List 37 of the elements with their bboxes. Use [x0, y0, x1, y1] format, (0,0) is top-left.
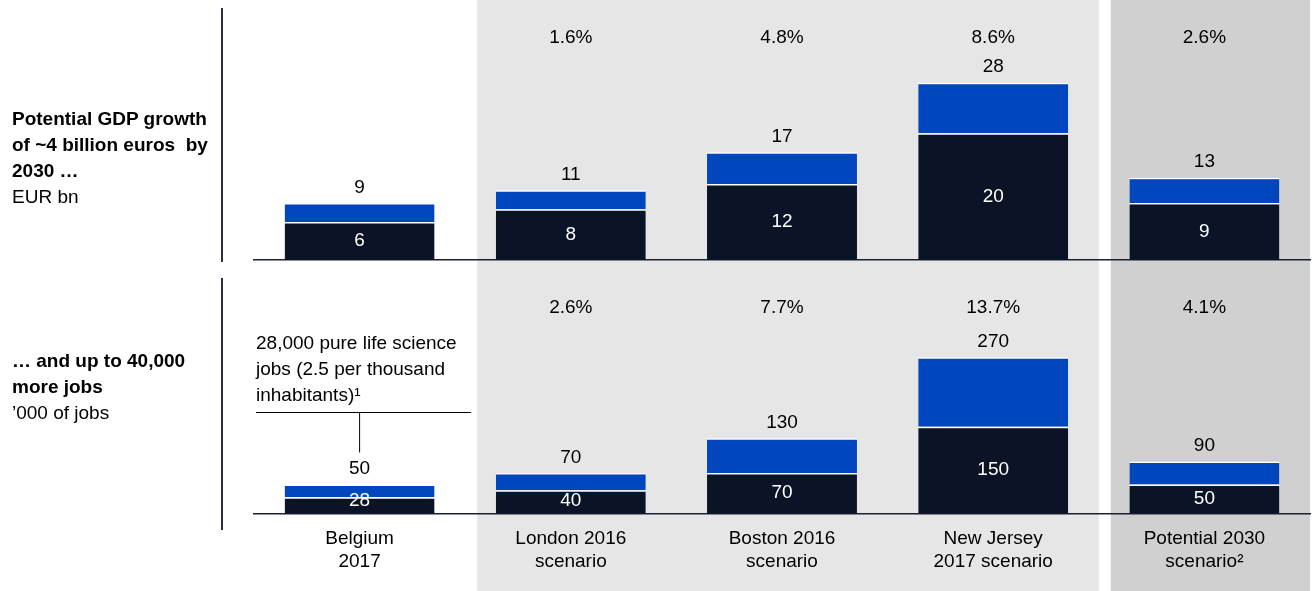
text: 8.6% [971, 26, 1015, 48]
total-label: 70 [560, 445, 582, 467]
total-label: 11 [560, 163, 581, 185]
data-label: 40 [560, 488, 582, 510]
x-tick-label: Boston 2016 scenario [728, 527, 836, 571]
total-label: 50 [349, 457, 371, 479]
data-label: 6 [354, 229, 365, 251]
x-tick-label: New Jersey 2017 scenario [933, 527, 1053, 571]
total-label: 270 [977, 330, 1010, 352]
data-label: 70 [771, 481, 793, 503]
data-label: 150 [977, 458, 1010, 480]
total-label: 130 [766, 410, 798, 432]
y-axis-title: EUR bn [12, 185, 80, 209]
text: 7.7% [760, 296, 804, 318]
text: 13.7% [966, 296, 1021, 318]
data-label: 9 [1199, 219, 1210, 241]
text: 4.1% [1182, 296, 1227, 318]
data-label: 12 [771, 210, 793, 232]
text: Potential GDP growth of ~4 billion euros by 2030 … [12, 107, 209, 183]
x-tick-label: Belgium 2017 [325, 527, 394, 571]
data-label: 50 [1193, 487, 1215, 509]
x-tick-label: London 2016 scenario [515, 527, 627, 571]
text: … and up to 40,000 more jobs [12, 349, 187, 399]
total-label: 13 [1193, 150, 1215, 172]
x-tick-label: Potential 2030 scenario² [1143, 527, 1266, 571]
data-label: 8 [565, 222, 577, 244]
text: 2.6% [1182, 26, 1227, 48]
text: 4.8% [760, 26, 804, 48]
total-label: 9 [354, 175, 365, 197]
text: 1.6% [549, 26, 593, 48]
text: 2.6% [549, 296, 593, 318]
total-label: 28 [982, 55, 1004, 77]
total-label: 17 [771, 125, 793, 147]
y-axis-title: ’000 of jobs [12, 401, 111, 425]
total-label: 90 [1193, 434, 1215, 456]
data-label: 20 [982, 184, 1004, 206]
annotation: 28,000 pure life science jobs (2.5 per thousand inhabitants)¹ [255, 331, 457, 405]
